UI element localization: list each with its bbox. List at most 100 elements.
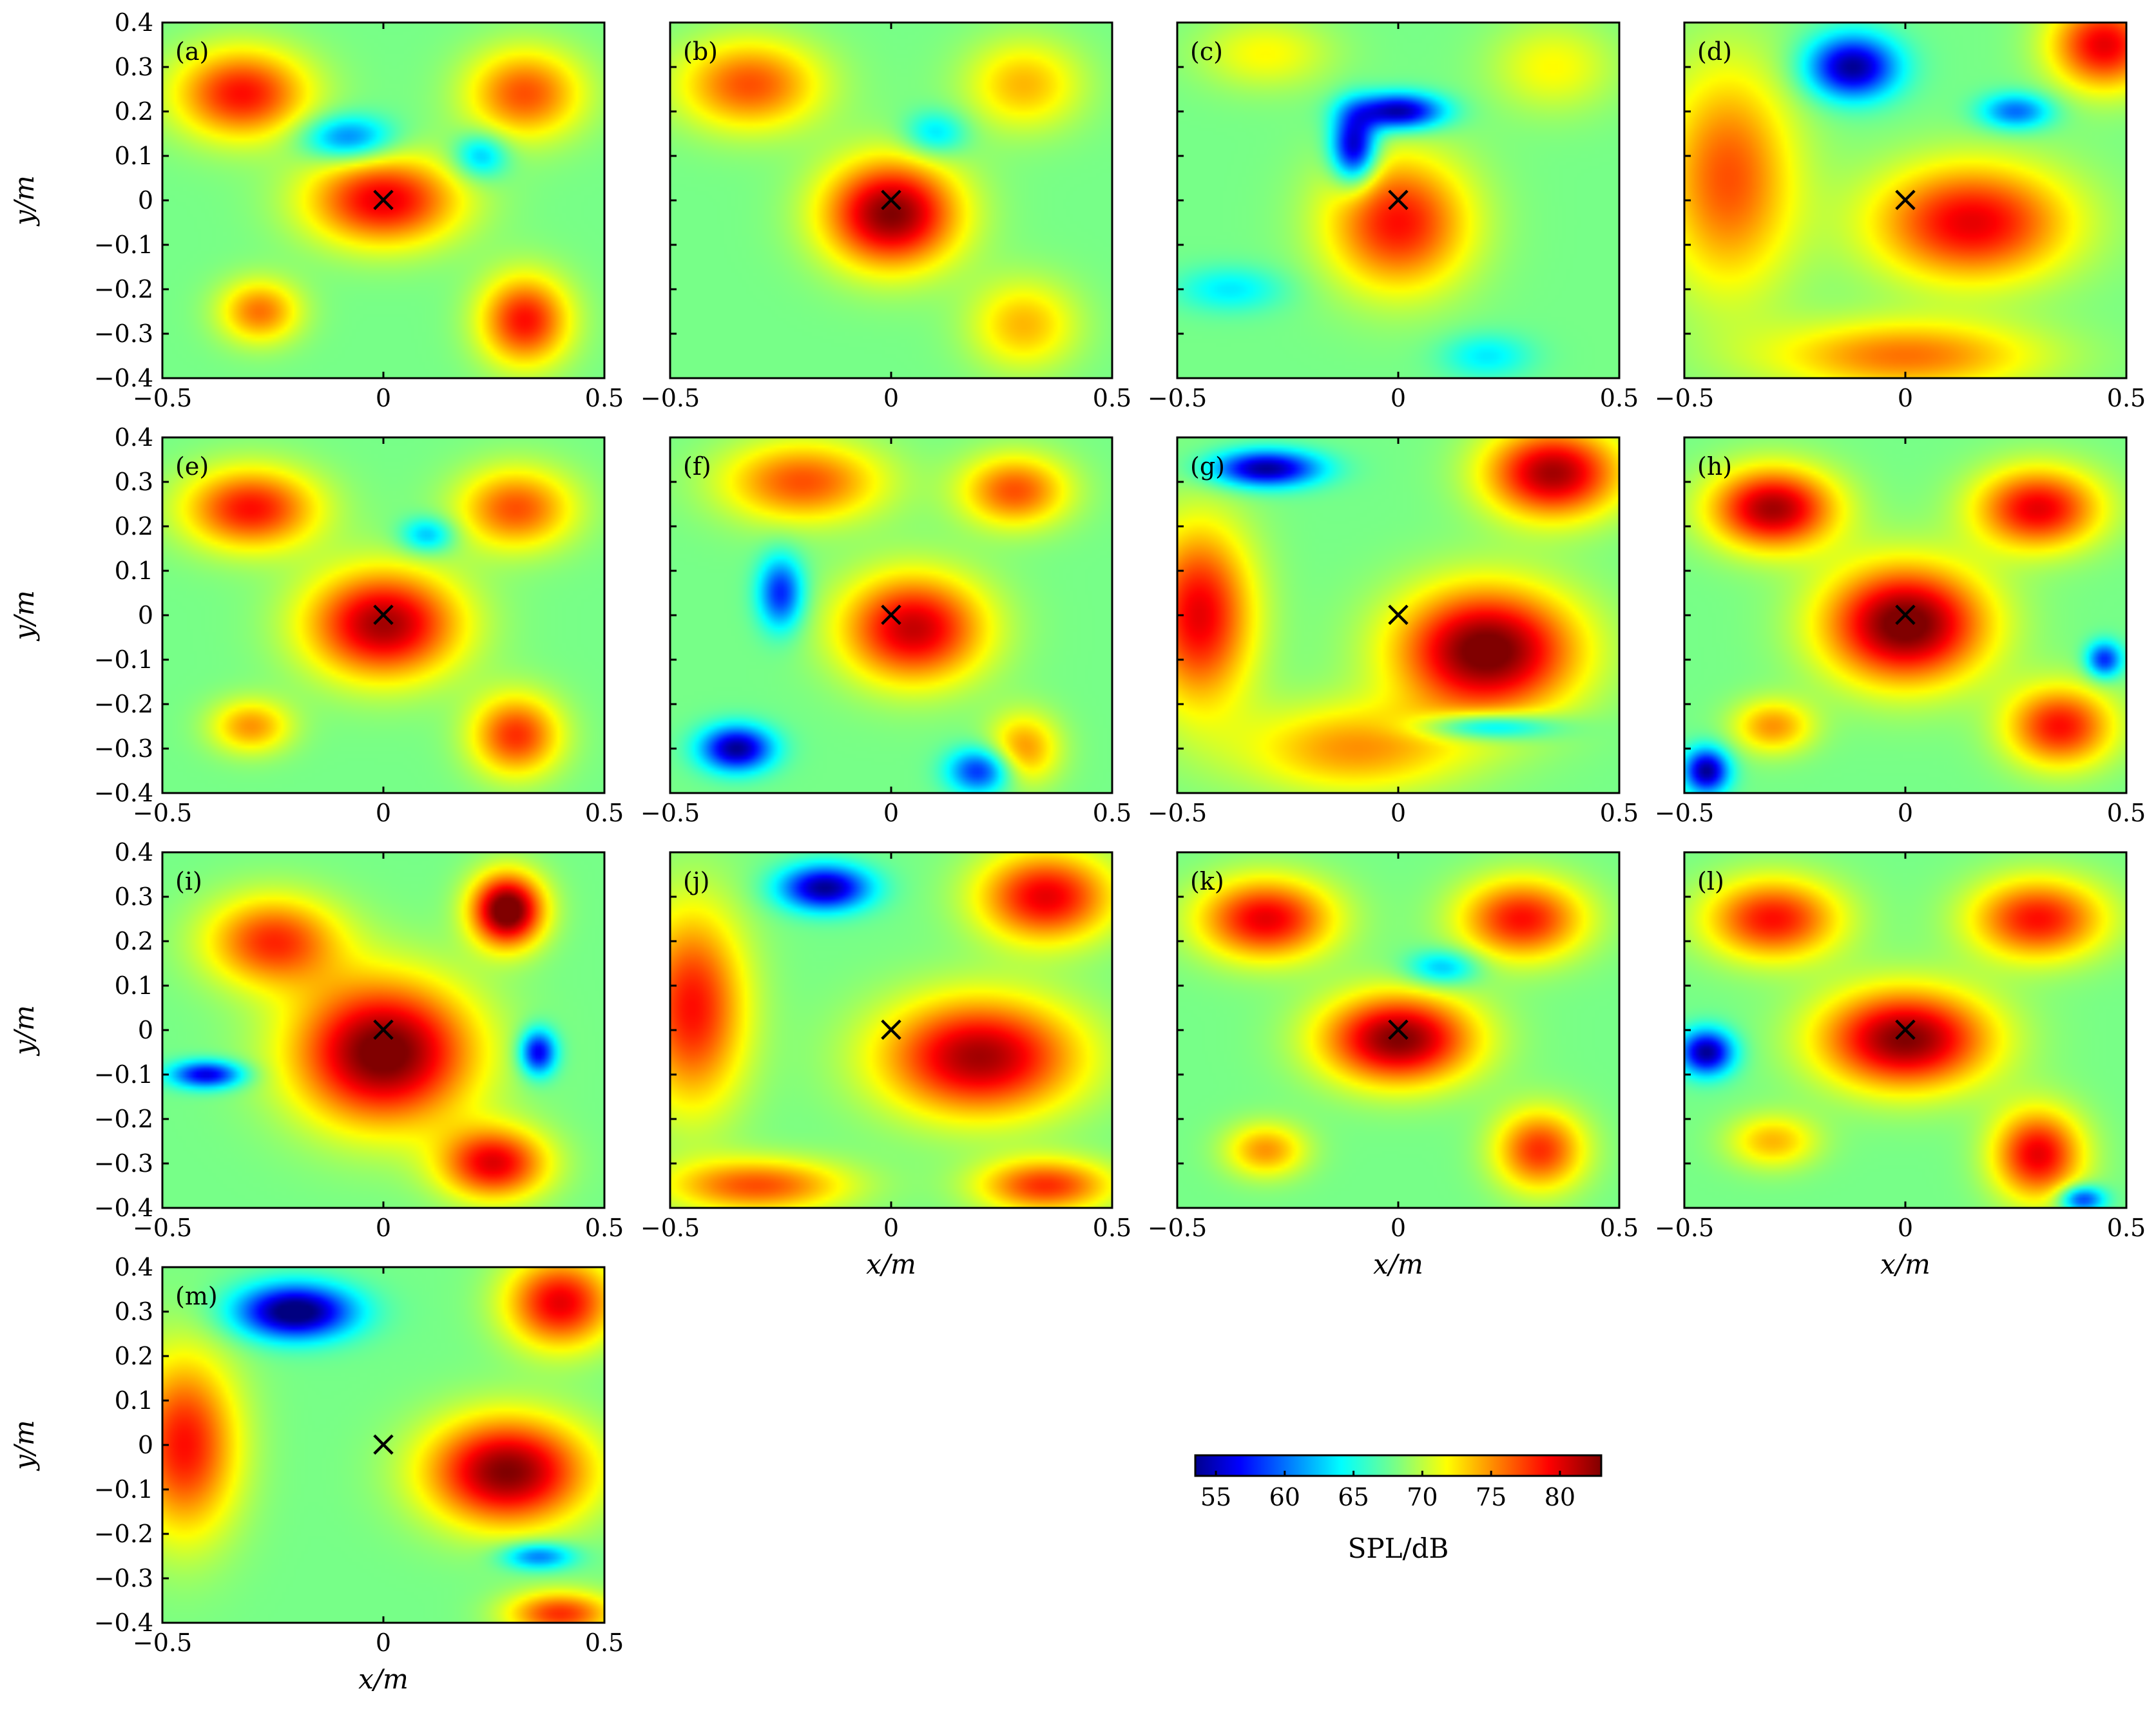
- y-axis-label: y/m: [8, 175, 40, 227]
- x-tick-label: −0.5: [1148, 799, 1207, 827]
- source-marker: ×: [1891, 178, 1921, 220]
- y-tick-label: 0.1: [115, 557, 153, 585]
- x-tick-label: 0.5: [585, 1214, 624, 1242]
- y-tick-label: 0.3: [115, 53, 153, 81]
- y-tick-label: −0.2: [94, 1520, 153, 1548]
- y-tick-label: 0.4: [115, 838, 153, 866]
- panel-g: (g) × −0.5 0 0.5: [1148, 436, 1639, 827]
- x-tick-label: 0.5: [1600, 384, 1639, 412]
- y-tick-label: 0.3: [115, 883, 153, 911]
- x-tick-label: −0.5: [133, 1629, 192, 1657]
- spl-heatmap: [162, 852, 604, 1208]
- panel-c: (c) × −0.5 0 0.5: [1148, 21, 1639, 412]
- y-axis-label: y/m: [8, 1420, 40, 1471]
- x-axis-label: x/m: [866, 1248, 916, 1280]
- x-tick-label: −0.5: [640, 1214, 700, 1242]
- panel-label: (a): [175, 37, 209, 66]
- y-tick-label: 0: [138, 1016, 153, 1044]
- colorbar-tick-label: 60: [1269, 1483, 1300, 1511]
- colorbar-gradient: [1194, 1454, 1603, 1477]
- panel-label: (m): [175, 1282, 218, 1310]
- source-marker: ×: [1891, 593, 1921, 635]
- spl-heatmap: [1684, 23, 2126, 378]
- source-marker: ×: [369, 1423, 399, 1465]
- x-tick-label: 0.5: [585, 799, 624, 827]
- x-tick-label: 0: [1391, 1214, 1406, 1242]
- x-tick-label: −0.5: [640, 799, 700, 827]
- source-marker: ×: [1383, 593, 1414, 635]
- x-tick-label: 0.5: [585, 1629, 624, 1657]
- y-axis-label: y/m: [8, 590, 40, 642]
- y-tick-label: 0.4: [115, 8, 153, 37]
- panel-h: (h) × −0.5 0 0.5: [1655, 436, 2146, 827]
- source-marker: ×: [1383, 1008, 1414, 1050]
- panel-label: (i): [175, 867, 202, 895]
- x-tick-label: −0.5: [133, 1214, 192, 1242]
- panel-label: (f): [683, 452, 711, 481]
- y-tick-label: −0.3: [94, 1149, 153, 1178]
- panel-label: (b): [683, 37, 718, 66]
- colorbar-ticks: 55 60 65 70 75 80: [1200, 1471, 1575, 1511]
- y-tick-label: 0.2: [115, 97, 153, 126]
- panel-label: (d): [1697, 37, 1732, 66]
- x-tick-label: −0.5: [1148, 1214, 1207, 1242]
- x-tick-label: 0: [376, 1629, 391, 1657]
- x-tick-label: −0.5: [1655, 1214, 1714, 1242]
- colorbar-label: SPL/dB: [1348, 1533, 1449, 1564]
- y-tick-label: −0.4: [94, 1609, 153, 1637]
- colorbar-tick-label: 65: [1338, 1483, 1369, 1511]
- y-tick-label: −0.1: [94, 231, 153, 259]
- y-tick-label: −0.1: [94, 646, 153, 674]
- y-tick-label: −0.4: [94, 364, 153, 392]
- panel-label: (g): [1190, 452, 1225, 481]
- x-tick-label: −0.5: [133, 384, 192, 412]
- spl-heatmap: [1684, 437, 2126, 793]
- panel-b: (b) × −0.5 0 0.5: [640, 21, 1131, 412]
- x-axis-label: x/m: [1880, 1248, 1930, 1280]
- colorbar-tick-label: 75: [1476, 1483, 1506, 1511]
- x-tick-label: 0: [883, 1214, 899, 1242]
- y-tick-label: 0.1: [115, 1386, 153, 1415]
- source-marker: ×: [876, 593, 907, 635]
- y-axis-label: y/m: [8, 1005, 40, 1057]
- x-tick-label: 0.5: [2107, 1214, 2146, 1242]
- x-tick-label: −0.5: [1655, 384, 1714, 412]
- y-tick-label: 0: [138, 601, 153, 629]
- y-tick-label: −0.4: [94, 1194, 153, 1222]
- colorbar-tick-label: 80: [1545, 1483, 1575, 1511]
- x-tick-label: 0.5: [1093, 384, 1131, 412]
- spl-heatmap: [1177, 23, 1619, 378]
- x-tick-label: 0: [376, 799, 391, 827]
- x-axis-label: x/m: [358, 1663, 409, 1695]
- panel-a: (a) × −0.5 0 0.5 0.4 0.3 0.2 0.1 0 −0.1 −0.2 −0.3 −0.…: [8, 8, 624, 412]
- y-tick-label: 0.2: [115, 512, 153, 540]
- y-tick-label: −0.4: [94, 779, 153, 807]
- y-tick-label: −0.3: [94, 1564, 153, 1592]
- x-tick-label: 0.5: [1093, 799, 1131, 827]
- y-tick-label: 0: [138, 1431, 153, 1459]
- x-tick-label: −0.5: [640, 384, 700, 412]
- x-tick-label: 0: [1898, 799, 1913, 827]
- y-tick-label: −0.2: [94, 690, 153, 718]
- panel-label: (j): [683, 867, 709, 895]
- spl-heatmap: [670, 437, 1112, 793]
- y-tick-label: 0.4: [115, 423, 153, 452]
- x-tick-label: 0: [883, 384, 899, 412]
- source-marker: ×: [876, 178, 907, 220]
- source-marker: ×: [369, 178, 399, 220]
- y-tick-label: −0.3: [94, 734, 153, 763]
- y-tick-label: 0.1: [115, 142, 153, 170]
- panel-label: (e): [175, 452, 209, 481]
- x-tick-label: −0.5: [133, 799, 192, 827]
- spl-heatmap: [1177, 852, 1619, 1208]
- spl-heatmap: [670, 23, 1112, 378]
- x-tick-label: 0: [1898, 384, 1913, 412]
- x-tick-label: 0.5: [2107, 799, 2146, 827]
- x-tick-label: 0: [1391, 384, 1406, 412]
- panel-m: (m) × −0.5 0 0.5 0.4 0.3 0.2 0.1 0 −0.1 −0.2 −0.3 −0.…: [8, 1253, 624, 1695]
- panels-layer: (a) × −0.5 0 0.5 0.4 0.3 0.2 0.1 0 −0.1 −0.2 −0.3 −0.…: [8, 8, 2146, 1695]
- spl-heatmap: [1177, 437, 1619, 793]
- colorbar-tick-label: 70: [1407, 1483, 1438, 1511]
- x-tick-label: 0.5: [2107, 384, 2146, 412]
- x-tick-label: −0.5: [1148, 384, 1207, 412]
